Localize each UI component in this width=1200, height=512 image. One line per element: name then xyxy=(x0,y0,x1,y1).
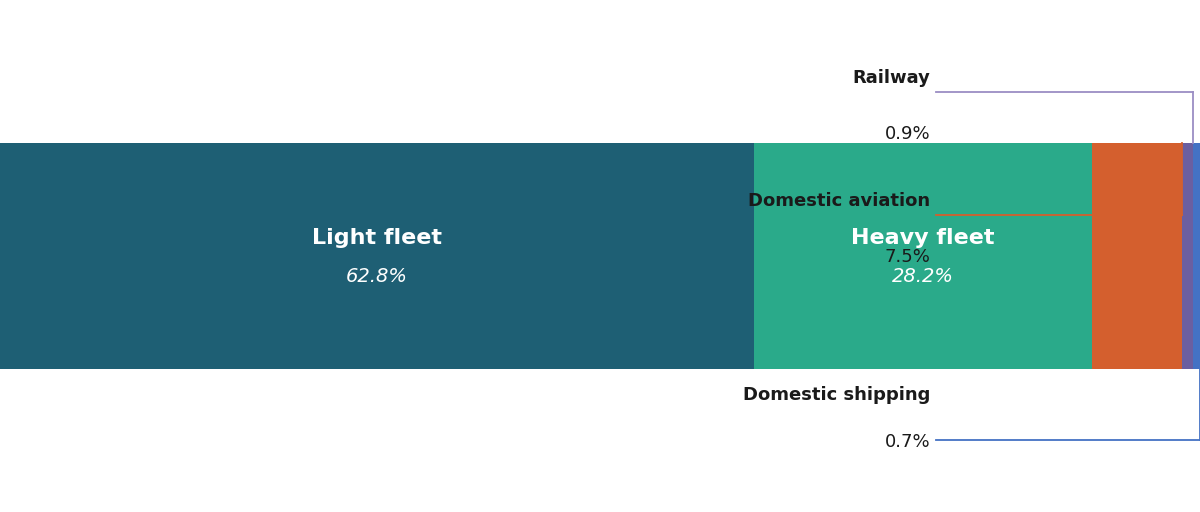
Text: Domestic shipping: Domestic shipping xyxy=(743,387,930,404)
Text: 28.2%: 28.2% xyxy=(892,267,954,286)
Bar xyxy=(1092,143,1182,369)
Text: 62.8%: 62.8% xyxy=(346,267,408,286)
Text: Light fleet: Light fleet xyxy=(312,228,442,248)
Bar xyxy=(1193,143,1200,369)
Bar xyxy=(1182,143,1193,369)
Text: Heavy fleet: Heavy fleet xyxy=(851,228,995,248)
Text: 7.5%: 7.5% xyxy=(884,248,930,266)
Text: Railway: Railway xyxy=(852,69,930,87)
Text: Domestic aviation: Domestic aviation xyxy=(748,192,930,210)
Bar xyxy=(0,143,754,369)
Bar xyxy=(754,143,1092,369)
Text: 0.9%: 0.9% xyxy=(884,125,930,143)
Text: 0.7%: 0.7% xyxy=(884,433,930,451)
